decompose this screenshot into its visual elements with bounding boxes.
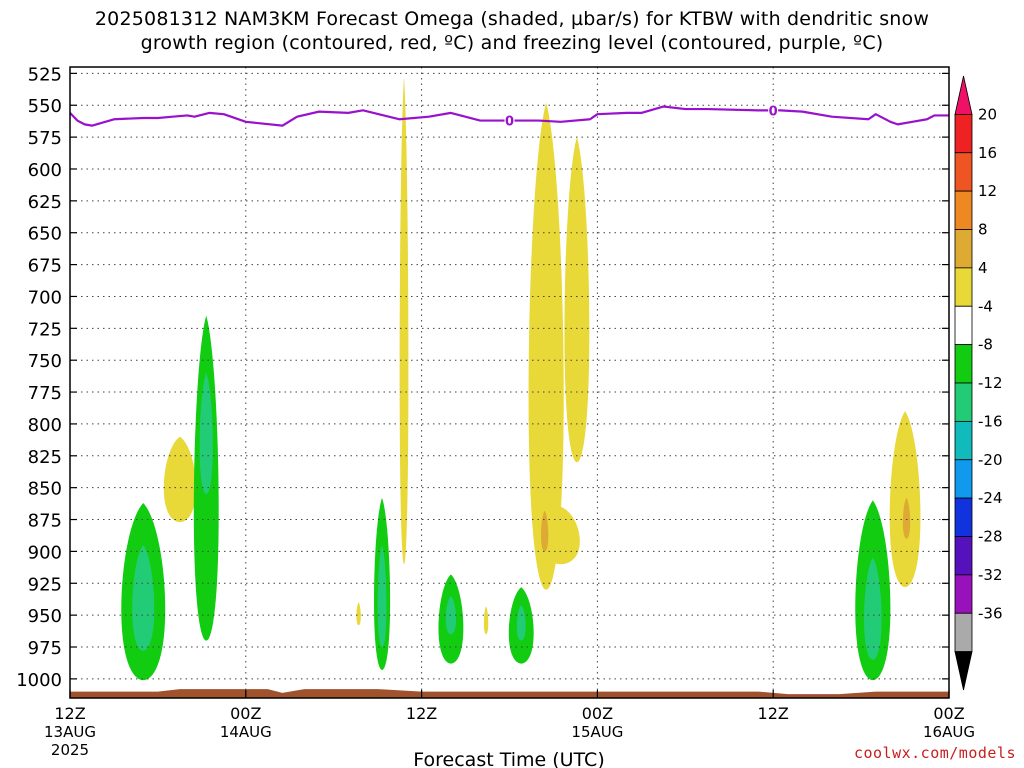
colorbar-label-11: -28: [978, 528, 1003, 546]
colorbar-segment-7: [954, 344, 973, 384]
colorbar-segment-1: [954, 113, 973, 154]
x-tick-year-0: 2025: [51, 741, 89, 759]
colorbar-label-8: -16: [978, 412, 1003, 430]
y-tick-label-550: 550: [28, 96, 62, 117]
colorbar-label-5: -4: [978, 297, 993, 315]
omega-region-left-green-teal: [132, 545, 155, 651]
freezing-level-label-0: 0: [505, 115, 514, 130]
y-tick-label-725: 725: [28, 319, 62, 340]
colorbar-segment-2: [954, 152, 973, 192]
colorbar-segment-12: [954, 536, 973, 576]
colorbar-label-1: 16: [978, 144, 997, 162]
omega-region-tiny-yellow-1: [356, 602, 361, 626]
y-tick-label-675: 675: [28, 256, 62, 277]
omega-region-mid-teal-1: [377, 545, 387, 648]
colorbar-label-2: 12: [978, 182, 997, 200]
colorbar-segment-11: [954, 497, 973, 537]
omega-region-tiny-yellow-2: [483, 606, 489, 635]
colorbar-segment-9: [954, 420, 973, 461]
chart-title-line2: growth region (contoured, red, ºC) and f…: [140, 32, 884, 54]
omega-region-yellow-lower-lobe: [541, 506, 580, 565]
freezing-level-layer: 00: [69, 103, 949, 130]
x-tick-date-0: 13AUG: [44, 723, 96, 741]
colorbar-segment-6: [954, 305, 973, 346]
y-tick-label-775: 775: [28, 383, 62, 404]
freezing-level-label-1: 0: [769, 104, 778, 119]
colorbar-label-6: -8: [978, 336, 993, 354]
colorbar-label-7: -12: [978, 374, 1003, 392]
omega-region-big-yellow-column: [528, 102, 564, 590]
colorbar-bottom-arrow: [954, 651, 973, 691]
credit-link[interactable]: coolwx.com/models: [853, 744, 1016, 762]
y-tick-label-700: 700: [28, 287, 62, 308]
colorbar-label-12: -32: [978, 566, 1003, 584]
y-tick-label-900: 900: [28, 542, 62, 563]
y-tick-label-875: 875: [28, 511, 62, 532]
y-tick-label-600: 600: [28, 160, 62, 181]
colorbar-segment-5: [954, 267, 973, 307]
freezing-level-line: [69, 105, 949, 127]
chart-title-line1: 2025081312 NAM3KM Forecast Omega (shaded…: [94, 8, 930, 30]
colorbar-label-4: 4: [978, 259, 988, 277]
colorbar-segment-14: [954, 612, 973, 653]
y-tick-label-975: 975: [28, 638, 62, 659]
freezing-label-bg-1: [768, 103, 779, 118]
y-tick-label-750: 750: [28, 351, 62, 372]
freezing-label-bg-0: [504, 113, 515, 128]
colorbar-segment-10: [954, 459, 973, 499]
y-tick-label-525: 525: [28, 64, 62, 85]
colorbar: 20 16 12 8 4 -4 -8 -12 -16 -20 -24 -28 -32 -36: [954, 75, 1003, 691]
omega-region-yellow-right-column: [564, 137, 590, 463]
omega-region-plume-teal: [199, 372, 213, 495]
omega-region-left-yellow-small: [163, 436, 196, 523]
x-tick-label-36: 00Z: [582, 704, 613, 723]
x-tick-label-48: 12Z: [758, 704, 789, 723]
x-tick-date-60: 16AUG: [923, 723, 975, 741]
y-tick-label-575: 575: [28, 128, 62, 149]
y-tick-label-800: 800: [28, 415, 62, 436]
omega-region-right-yellow: [889, 411, 921, 588]
x-tick-date-36: 15AUG: [571, 723, 623, 741]
colorbar-label-0: 20: [978, 105, 997, 123]
omega-region-thin-yellow-column: [399, 77, 409, 565]
y-tick-label-650: 650: [28, 224, 62, 245]
y-tick-label-950: 950: [28, 606, 62, 627]
omega-region-orange-core-2: [902, 497, 911, 539]
x-tick-label-12: 00Z: [230, 704, 261, 723]
x-tick-label-0: 12Z: [54, 704, 85, 723]
y-tick-label-625: 625: [28, 192, 62, 213]
surface-terrain: [70, 689, 949, 698]
colorbar-segment-13: [954, 574, 973, 614]
x-tick-date-12: 14AUG: [220, 723, 272, 741]
colorbar-label-13: -36: [978, 604, 1003, 622]
colorbar-segment-8: [954, 382, 973, 422]
colorbar-segment-4: [954, 229, 973, 269]
x-axis-label: Forecast Time (UTC): [413, 749, 604, 768]
x-tick-label-60: 00Z: [933, 704, 964, 723]
y-tick-label-1000: 1000: [16, 670, 62, 691]
omega-region-mid-teal-3: [516, 604, 526, 641]
grid-layer: [70, 67, 949, 698]
x-tick-label-24: 12Z: [406, 704, 437, 723]
colorbar-label-10: -24: [978, 489, 1003, 507]
surface-terrain-layer: [70, 689, 949, 698]
omega-region-orange-core-1: [540, 510, 549, 552]
y-axis: 525 550 575 600 625 650 675 700 725 750 775 800 825 8…: [16, 64, 949, 691]
colorbar-top-arrow: [954, 75, 973, 115]
omega-shading-layer: [121, 77, 921, 681]
colorbar-segment-3: [954, 190, 973, 230]
y-tick-label-825: 825: [28, 447, 62, 468]
colorbar-label-3: 8: [978, 221, 988, 239]
colorbar-label-9: -20: [978, 451, 1003, 469]
plot-frame: [69, 66, 950, 699]
y-tick-label-850: 850: [28, 479, 62, 500]
y-tick-label-925: 925: [28, 574, 62, 595]
